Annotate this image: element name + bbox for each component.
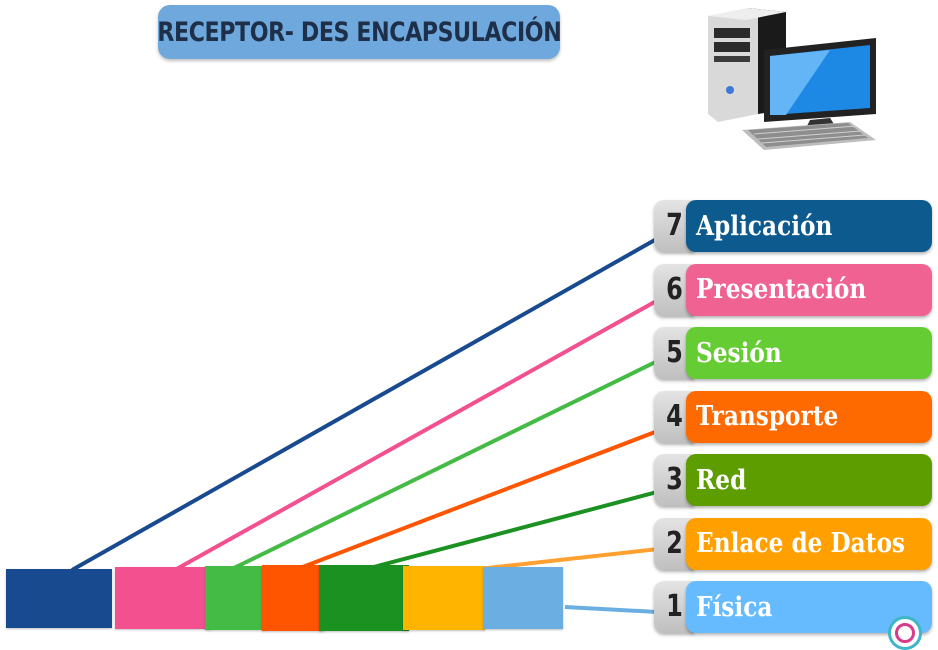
data-block-layer-7 <box>6 569 112 628</box>
layer-name: Enlace de Datos <box>696 528 906 559</box>
connector-line-layer-5 <box>231 350 677 571</box>
layer-bar: Presentación <box>686 263 932 316</box>
layer-name: Presentación <box>696 274 867 305</box>
connector-line-layer-2 <box>469 545 677 572</box>
layer-row: Sesión 5 <box>654 327 932 379</box>
layer-row: Presentación 6 <box>654 263 932 316</box>
data-block-layer-5 <box>205 566 265 630</box>
layer-bar: Red <box>686 454 932 506</box>
layer-name: Sesión <box>696 337 782 369</box>
layer-name: Transporte <box>696 401 839 432</box>
layer-name: Red <box>696 464 747 496</box>
data-block-layer-2 <box>403 566 485 630</box>
layer-number: 6 <box>666 271 683 307</box>
data-block-layer-6 <box>115 567 211 629</box>
data-block-layer-1 <box>483 567 563 629</box>
page-title: RECEPTOR- DES ENCAPSULACIÓN <box>157 16 562 48</box>
layer-row: Transporte 4 <box>654 390 932 443</box>
layer-number: 1 <box>666 589 683 624</box>
layer-bar: Enlace de Datos <box>686 517 932 570</box>
layer-number: 5 <box>666 335 683 370</box>
layer-bar: Sesión <box>686 327 932 379</box>
data-block-layer-3 <box>319 565 409 631</box>
data-block-layer-4 <box>262 565 324 631</box>
connector-line-layer-3 <box>369 485 677 570</box>
desktop-computer-icon <box>708 8 876 150</box>
layer-row: Red 3 <box>654 454 932 506</box>
layer-row: Enlace de Datos 2 <box>654 517 932 570</box>
academy-logo-icon <box>888 616 922 650</box>
layer-number: 4 <box>666 398 683 434</box>
layer-number: 7 <box>666 208 683 243</box>
connector-line-layer-6 <box>147 288 677 587</box>
layer-name: Aplicación <box>696 210 833 242</box>
layer-bar: Aplicación <box>686 200 932 252</box>
connector-line-layer-4 <box>299 422 677 570</box>
layer-number: 3 <box>666 462 683 497</box>
connector-line-layer-7 <box>71 226 677 572</box>
layer-number: 2 <box>666 525 683 561</box>
layer-row: Aplicación 7 <box>654 200 932 252</box>
title-banner: RECEPTOR- DES ENCAPSULACIÓN <box>157 5 562 59</box>
layer-bar: Transporte <box>686 390 932 443</box>
layer-name: Física <box>696 591 773 623</box>
